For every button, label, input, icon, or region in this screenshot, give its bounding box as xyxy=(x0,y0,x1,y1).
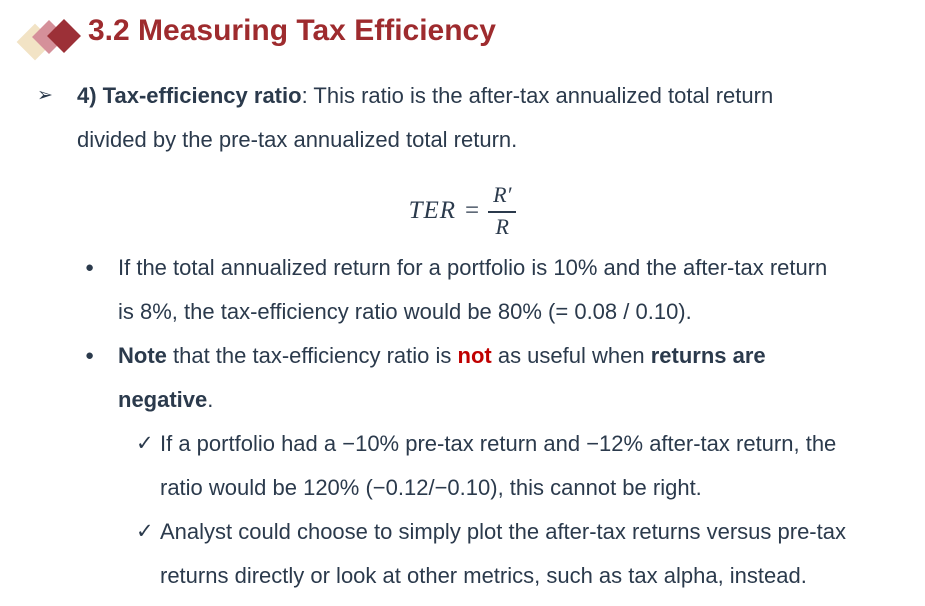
check-1-text: If a portfolio had a −10% pre-tax return… xyxy=(160,422,911,510)
example-text: If the total annualized return for a por… xyxy=(118,246,910,334)
check-1-line-2: ratio would be 120% (−0.12/−0.10), this … xyxy=(160,475,702,500)
note-period: . xyxy=(207,387,214,412)
negative-word-bold: negative xyxy=(118,387,208,412)
definition-text: 4) Tax-efficiency ratio: This ratio is t… xyxy=(77,74,897,162)
formula-equals: = xyxy=(465,197,480,224)
definition-line-2: divided by the pre-tax annualized total … xyxy=(77,127,518,152)
bullet-note-negative-returns: ● Note that the tax-efficiency ratio is … xyxy=(85,334,910,422)
check-bullet-icon: ✓ xyxy=(136,520,154,543)
ter-formula: TER = R′ R xyxy=(0,176,925,246)
slide-header: 3.2 Measuring Tax Efficiency xyxy=(0,0,925,70)
bullet-tax-efficiency-definition: ➢ 4) Tax-efficiency ratio: This ratio is… xyxy=(37,74,897,162)
note-text: Note that the tax-efficiency ratio is no… xyxy=(118,334,910,422)
formula-lhs: TER xyxy=(408,197,457,224)
definition-lead-bold: 4) Tax-efficiency ratio xyxy=(77,83,302,108)
returns-are-bold: returns are xyxy=(650,343,766,368)
definition-line-1: 4) Tax-efficiency ratio: This ratio is t… xyxy=(77,74,897,118)
check-2-line-1: Analyst could choose to simply plot the … xyxy=(160,519,846,544)
check-bullet-group: ✓ If a portfolio had a −10% pre-tax retu… xyxy=(0,422,925,598)
check-negative-ratio-example: ✓ If a portfolio had a −10% pre-tax retu… xyxy=(136,422,911,510)
example-line-1: If the total annualized return for a por… xyxy=(118,255,828,280)
note-line-1: Note that the tax-efficiency ratio is no… xyxy=(118,334,910,378)
check-2-line-2: returns directly or look at other metric… xyxy=(160,563,807,588)
check-1-line-1: If a portfolio had a −10% pre-tax return… xyxy=(160,431,837,456)
note-line-2: negative. xyxy=(118,378,910,422)
check-2-text: Analyst could choose to simply plot the … xyxy=(160,510,911,598)
dot-bullet-icon: ● xyxy=(85,347,95,364)
example-line-2: is 8%, the tax-efficiency ratio would be… xyxy=(118,299,692,324)
dot-bullet-icon: ● xyxy=(85,259,95,276)
bullet-example-80-percent: ● If the total annualized return for a p… xyxy=(85,246,910,334)
arrow-bullet-icon: ➢ xyxy=(37,85,53,106)
note-mid-text-2: as useful when xyxy=(491,343,651,368)
note-mid-text: that the tax-efficiency ratio is xyxy=(166,343,458,368)
slide-title: 3.2 Measuring Tax Efficiency xyxy=(88,14,496,47)
dot-bullet-group: ● If the total annualized return for a p… xyxy=(0,246,925,422)
not-word-red-bold: not xyxy=(457,343,492,368)
diamond-logo-icon xyxy=(8,6,90,66)
formula-numerator: R′ xyxy=(488,183,517,213)
check-bullet-icon: ✓ xyxy=(136,432,154,455)
definition-lead-rest: : This ratio is the after-tax annualized… xyxy=(301,83,774,108)
check-alternative-metrics: ✓ Analyst could choose to simply plot th… xyxy=(136,510,911,598)
note-word-bold: Note xyxy=(118,343,167,368)
formula-denominator: R xyxy=(495,213,509,239)
formula-fraction: R′ R xyxy=(488,183,517,239)
